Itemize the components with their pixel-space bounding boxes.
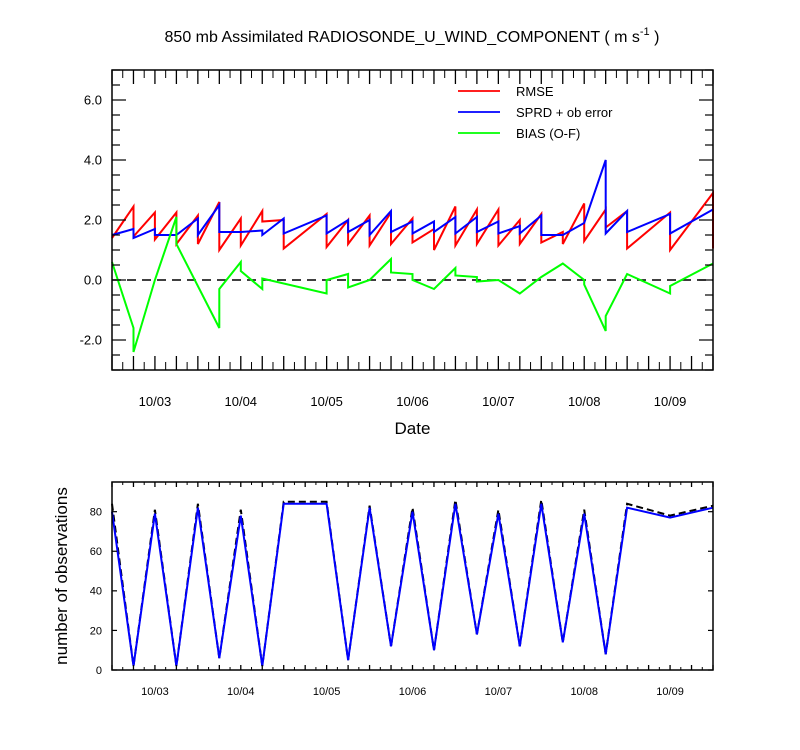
y-tick-label: 0.0 [84, 273, 102, 288]
series-line-0 [111, 499, 714, 667]
x-tick-label: 10/08 [568, 394, 601, 409]
x-tick-label: 10/06 [396, 394, 429, 409]
series-line-1 [111, 502, 714, 667]
top-chart-title: 850 mb Assimilated RADIOSONDE_U_WIND_COM… [165, 26, 660, 46]
x-tick-label: 10/05 [313, 686, 341, 698]
bottom-chart: 0 20 40 60 80 10/03 10/04 10/05 10/06 10/07 10/08 1… [52, 481, 714, 698]
y-tick-label: 2.0 [84, 213, 102, 228]
legend-label-1: SPRD + ob error [516, 105, 613, 120]
legend-label-0: RMSE [516, 84, 554, 99]
y-tick-label: 0 [96, 665, 102, 677]
x-tick-label: 10/08 [570, 686, 598, 698]
x-tick-label: 10/09 [654, 394, 687, 409]
series-line-1 [111, 159, 714, 240]
y-tick-label: -2.0 [80, 333, 102, 348]
y-tick-label: 20 [90, 625, 102, 637]
title-main: 850 mb Assimilated RADIOSONDE_U_WIND_COM… [165, 29, 640, 46]
y-tick-label: 4.0 [84, 153, 102, 168]
series-line-0 [111, 190, 714, 254]
y-tick-label: 40 [90, 586, 102, 598]
y-tick-label: 60 [90, 546, 102, 558]
x-tick-label: 10/03 [139, 394, 172, 409]
x-tick-label: 10/07 [482, 394, 515, 409]
x-tick-label: 10/03 [141, 686, 169, 698]
y-axis-title: number of observations [52, 487, 71, 665]
x-tick-label: 10/09 [656, 686, 684, 698]
title-superscript: -1 [640, 26, 650, 38]
y-tick-label: 6.0 [84, 93, 102, 108]
title-suffix: ) [650, 29, 660, 46]
x-tick-label: 10/07 [485, 686, 513, 698]
x-tick-label: 10/05 [310, 394, 343, 409]
x-tick-label: 10/04 [227, 686, 255, 698]
x-tick-label: 10/06 [399, 686, 427, 698]
series-line-2 [111, 216, 714, 353]
y-tick-label: 80 [90, 507, 102, 519]
x-axis-title: Date [395, 419, 431, 438]
x-tick-label: 10/04 [225, 394, 258, 409]
top-chart: -2.0 0.0 2.0 4.0 6.0 10/03 10/04 10/05 10/06 10/0… [80, 69, 714, 438]
legend-label-2: BIAS (O-F) [516, 126, 580, 141]
